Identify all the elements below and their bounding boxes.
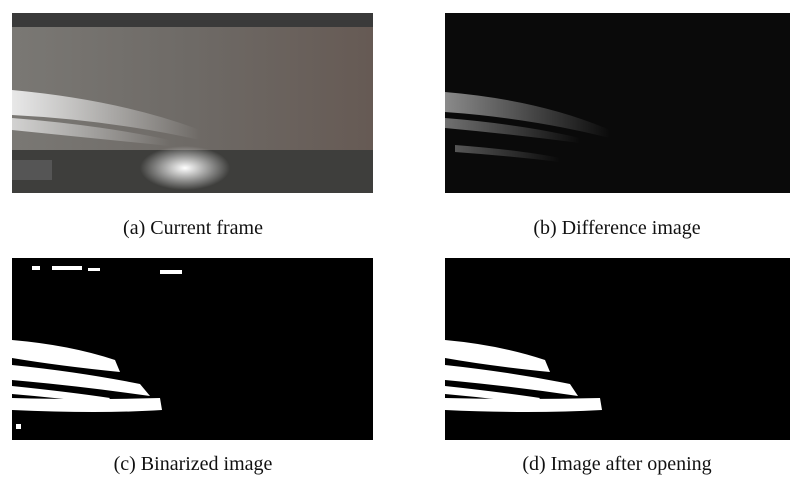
caption: (b) Difference image bbox=[533, 217, 700, 239]
caption: (d) Image after opening bbox=[522, 453, 711, 475]
opened-image bbox=[445, 258, 790, 440]
binarized-image bbox=[12, 258, 373, 440]
caption: (c) Binarized image bbox=[114, 453, 273, 475]
current-frame-image bbox=[12, 13, 373, 193]
figure: (a) Current frame (b) Difference image (… bbox=[0, 0, 795, 485]
difference-image bbox=[445, 13, 790, 193]
caption: (a) Current frame bbox=[123, 217, 263, 239]
